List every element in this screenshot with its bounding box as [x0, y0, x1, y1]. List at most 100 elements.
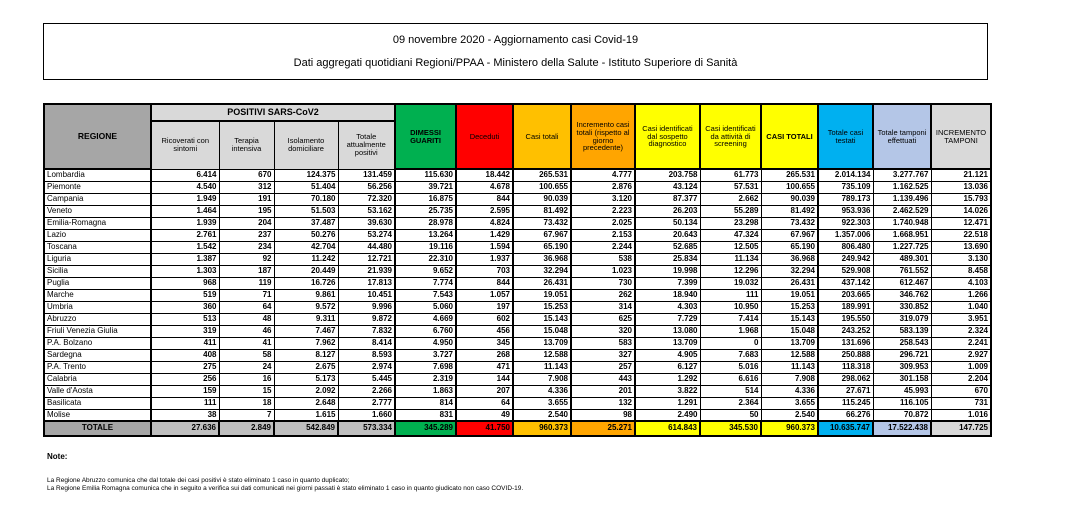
region-name: Calabria	[43, 372, 152, 386]
data-cell: 13.690	[930, 240, 992, 254]
data-cell: 52.685	[634, 240, 701, 254]
data-cell: 814	[394, 396, 457, 410]
data-cell: 27.671	[817, 384, 874, 398]
data-cell: 195	[218, 204, 275, 218]
data-cell: 7	[218, 408, 275, 422]
data-cell: 11.143	[760, 360, 819, 374]
data-cell: 11.143	[512, 360, 572, 374]
data-cell: 9.572	[273, 300, 339, 314]
data-cell: 2.974	[337, 360, 396, 374]
data-cell: 24	[218, 360, 275, 374]
table-row: Marche 519 71 9.861 10.451 7.543 1.057 19.051 26…	[43, 288, 992, 302]
data-cell: 1.266	[930, 288, 992, 302]
data-cell: 922.303	[817, 216, 874, 230]
data-cell: 2.662	[699, 192, 762, 206]
totale-cell: 25.271	[570, 420, 636, 437]
region-name: P.A. Bolzano	[43, 336, 152, 350]
data-cell: 844	[455, 192, 514, 206]
data-cell: 36.968	[760, 252, 819, 266]
data-cell: 115.630	[394, 168, 457, 182]
data-cell: 2.223	[570, 204, 636, 218]
data-cell: 26.431	[512, 276, 572, 290]
data-cell: 243.252	[817, 324, 874, 338]
data-cell: 58	[218, 348, 275, 362]
data-cell: 90.039	[760, 192, 819, 206]
totale-cell: 27.636	[150, 420, 220, 437]
data-cell: 12.296	[699, 264, 762, 278]
data-cell: 519	[150, 288, 220, 302]
data-cell: 2.204	[930, 372, 992, 386]
data-cell: 19.116	[394, 240, 457, 254]
column-header-regione: REGIONE	[43, 103, 152, 170]
table-row: Valle d'Aosta 159 15 2.092 2.266 1.863 207 4.33…	[43, 384, 992, 398]
data-cell: 37.487	[273, 216, 339, 230]
data-cell: 703	[455, 264, 514, 278]
note-line: La Regione Emilia Romagna comunica che i…	[47, 485, 524, 492]
data-cell: 131.459	[337, 168, 396, 182]
totale-cell: 542.849	[273, 420, 339, 437]
data-cell: 67.967	[760, 228, 819, 242]
data-cell: 4.777	[570, 168, 636, 182]
data-cell: 2.648	[273, 396, 339, 410]
data-cell: 53.162	[337, 204, 396, 218]
table-row: Veneto 1.464 195 51.503 53.162 25.735 2.595 81.…	[43, 204, 992, 218]
data-cell: 1.009	[930, 360, 992, 374]
data-cell: 2.244	[570, 240, 636, 254]
data-cell: 26.431	[760, 276, 819, 290]
header-group-row: REGIONE POSITIVI SARS-CoV2 DIMESSI GUARI…	[43, 103, 992, 170]
data-cell: 51.503	[273, 204, 339, 218]
covid-table: REGIONE POSITIVI SARS-CoV2 DIMESSI GUARI…	[43, 103, 992, 437]
data-cell: 21.121	[930, 168, 992, 182]
data-cell: 2.761	[150, 228, 220, 242]
data-cell: 4.824	[455, 216, 514, 230]
data-cell: 312	[218, 180, 275, 194]
region-name: Puglia	[43, 276, 152, 290]
totale-cell: 41.750	[455, 420, 514, 437]
data-cell: 16.875	[394, 192, 457, 206]
data-cell: 1.939	[150, 216, 220, 230]
data-cell: 1.292	[634, 372, 701, 386]
data-cell: 38	[150, 408, 220, 422]
data-cell: 13.709	[634, 336, 701, 350]
data-cell: 2.025	[570, 216, 636, 230]
data-cell: 12.588	[512, 348, 572, 362]
totale-row: TOTALE 27.636 2.849 542.849 573.334 345.…	[43, 420, 992, 437]
data-cell: 17.813	[337, 276, 396, 290]
data-cell: 1.016	[930, 408, 992, 422]
data-cell: 207	[455, 384, 514, 398]
data-cell: 330.852	[872, 300, 932, 314]
data-cell: 7.962	[273, 336, 339, 350]
data-cell: 1.863	[394, 384, 457, 398]
data-cell: 3.727	[394, 348, 457, 362]
data-cell: 6.127	[634, 360, 701, 374]
data-cell: 1.387	[150, 252, 220, 266]
data-cell: 50	[699, 408, 762, 422]
data-cell: 4.950	[394, 336, 457, 350]
data-cell: 131.696	[817, 336, 874, 350]
data-cell: 1.303	[150, 264, 220, 278]
data-cell: 8.458	[930, 264, 992, 278]
data-cell: 39.721	[394, 180, 457, 194]
column-header-dimessi-guariti: DIMESSI GUARITI	[394, 103, 457, 170]
data-cell: 2.927	[930, 348, 992, 362]
data-cell: 2.675	[273, 360, 339, 374]
data-cell: 26.203	[634, 204, 701, 218]
table-row: Puglia 968 119 16.726 17.813 7.774 844 26.431 73…	[43, 276, 992, 290]
totale-cell: 960.373	[512, 420, 572, 437]
data-cell: 15.793	[930, 192, 992, 206]
region-name: Friuli Venezia Giulia	[43, 324, 152, 338]
data-cell: 32.294	[512, 264, 572, 278]
data-cell: 1.740.948	[872, 216, 932, 230]
data-cell: 1.615	[273, 408, 339, 422]
data-cell: 1.227.725	[872, 240, 932, 254]
data-cell: 9.311	[273, 312, 339, 326]
data-cell: 118.318	[817, 360, 874, 374]
data-cell: 13.709	[760, 336, 819, 350]
table-row: Lazio 2.761 237 50.276 53.274 13.264 1.429 67.9…	[43, 228, 992, 242]
column-header-isolamento: Isolamento domiciliare	[273, 120, 339, 170]
data-cell: 346.762	[872, 288, 932, 302]
data-cell: 8.593	[337, 348, 396, 362]
data-cell: 144	[455, 372, 514, 386]
data-cell: 48	[218, 312, 275, 326]
data-cell: 15.253	[512, 300, 572, 314]
